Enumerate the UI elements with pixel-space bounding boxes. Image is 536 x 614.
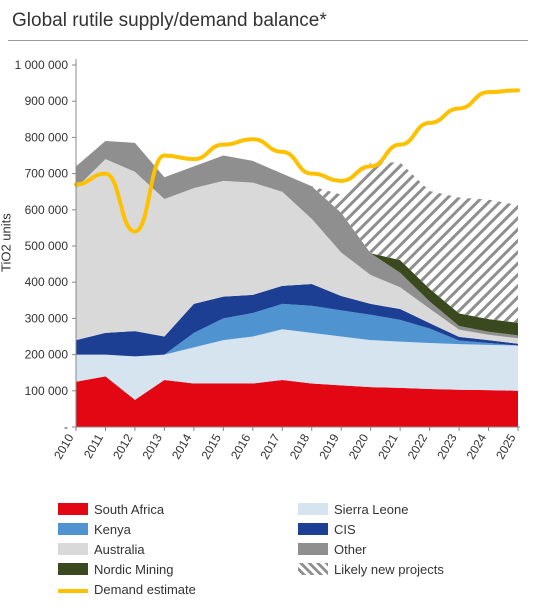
- legend-item: Australia: [58, 539, 298, 559]
- xtick-label: 2024: [464, 431, 490, 461]
- xtick-label: 2019: [316, 431, 342, 461]
- ytick-label: 500 000: [25, 239, 69, 253]
- xtick-label: 2023: [434, 431, 460, 461]
- ytick-label: 600 000: [25, 203, 69, 217]
- xtick-label: 2010: [51, 431, 77, 461]
- legend-item: CIS: [298, 519, 536, 539]
- legend-label: CIS: [334, 522, 356, 537]
- ytick-label: 700 000: [25, 167, 69, 181]
- ytick-label: 1 000 000: [15, 58, 69, 72]
- legend-swatch: [58, 523, 88, 535]
- ytick-label: 100 000: [25, 384, 69, 398]
- xtick-label: 2015: [198, 431, 224, 461]
- legend-swatch: [298, 503, 328, 515]
- legend-swatch: [298, 543, 328, 555]
- legend-item: Other: [298, 539, 536, 559]
- legend: South Africa Sierra Leone Kenya CIS Australi…: [58, 499, 536, 599]
- legend-swatch: [58, 589, 88, 593]
- xtick-label: 2022: [405, 431, 431, 461]
- xtick-label: 2018: [287, 431, 313, 461]
- xtick-label: 2017: [257, 431, 283, 461]
- legend-label: Likely new projects: [334, 562, 444, 577]
- ytick-label: 400 000: [25, 275, 69, 289]
- legend-swatch: [298, 523, 328, 535]
- legend-item: Nordic Mining: [58, 559, 298, 579]
- ytick-label: 900 000: [25, 94, 69, 108]
- xtick-label: 2021: [375, 431, 401, 461]
- ytick-label: 200 000: [25, 348, 69, 362]
- legend-label: Kenya: [94, 522, 131, 537]
- xtick-label: 2020: [346, 431, 372, 461]
- chart-svg: -100 000200 000300 000400 000500 000600 …: [8, 47, 528, 497]
- legend-item: Sierra Leone: [298, 499, 536, 519]
- ytick-label: 300 000: [25, 311, 69, 325]
- xtick-label: 2014: [169, 431, 195, 461]
- legend-label: Australia: [94, 542, 145, 557]
- legend-label: Demand estimate: [94, 582, 196, 597]
- ytick-label: 800 000: [25, 130, 69, 144]
- legend-swatch: [58, 503, 88, 515]
- y-axis-label: TiO2 units: [0, 213, 14, 272]
- legend-item: Kenya: [58, 519, 298, 539]
- xtick-label: 2013: [140, 431, 166, 461]
- legend-swatch: [58, 563, 88, 575]
- legend-item: South Africa: [58, 499, 298, 519]
- title-divider: [8, 40, 528, 41]
- legend-swatch: [58, 543, 88, 555]
- legend-swatch: [298, 563, 328, 575]
- legend-label: Sierra Leone: [334, 502, 408, 517]
- legend-item: [298, 579, 536, 599]
- legend-label: Nordic Mining: [94, 562, 173, 577]
- legend-label: Other: [334, 542, 367, 557]
- xtick-label: 2011: [81, 431, 106, 461]
- xtick-label: 2016: [228, 431, 254, 461]
- legend-item: Likely new projects: [298, 559, 536, 579]
- xtick-label: 2025: [493, 431, 519, 461]
- chart-title: Global rutile supply/demand balance*: [8, 8, 528, 40]
- legend-item: Demand estimate: [58, 579, 298, 599]
- xtick-label: 2012: [110, 431, 136, 461]
- legend-label: South Africa: [94, 502, 164, 517]
